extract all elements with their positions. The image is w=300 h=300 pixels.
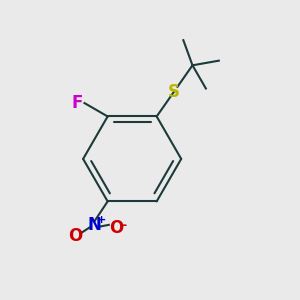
Text: S: S — [168, 83, 180, 101]
Text: F: F — [71, 94, 83, 112]
Text: -: - — [121, 219, 126, 232]
Text: N: N — [87, 216, 101, 234]
Text: +: + — [97, 215, 106, 225]
Text: O: O — [68, 227, 82, 245]
Text: O: O — [109, 219, 123, 237]
